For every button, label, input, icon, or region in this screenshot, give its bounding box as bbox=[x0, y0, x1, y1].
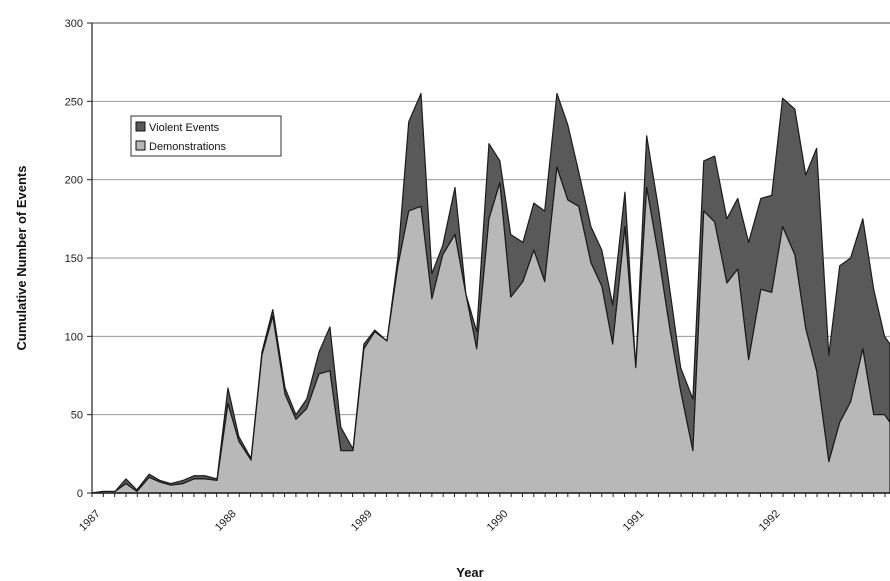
x-tick-label: 1988 bbox=[213, 508, 239, 534]
x-tick-label: 1990 bbox=[485, 508, 511, 534]
legend-label-demonstrations: Demonstrations bbox=[149, 141, 227, 153]
x-tick-labels: 1987 1988 1989 1990 1991 1992 bbox=[77, 508, 783, 534]
series-areas bbox=[91, 92, 890, 494]
legend-swatch-violent-events bbox=[135, 121, 146, 132]
y-tick-label: 300 bbox=[65, 18, 83, 30]
legend: Violent Events Demonstrations bbox=[130, 115, 282, 157]
legend-swatch-demonstrations bbox=[135, 140, 146, 151]
legend-label-violent-events: Violent Events bbox=[149, 122, 220, 134]
x-axis-title: Year bbox=[456, 565, 483, 580]
y-tick-label: 250 bbox=[65, 96, 83, 108]
y-tick-label: 0 bbox=[77, 488, 83, 500]
y-axis-title: Cumulative Number of Events bbox=[14, 166, 29, 351]
y-tick-label: 150 bbox=[65, 253, 83, 265]
x-tick-label: 1989 bbox=[349, 508, 375, 534]
x-tick-label: 1991 bbox=[621, 508, 647, 534]
x-tick-label: 1992 bbox=[757, 508, 783, 534]
y-tick-label: 50 bbox=[71, 410, 83, 422]
y-tick-label: 100 bbox=[65, 331, 83, 343]
x-tick-label: 1987 bbox=[77, 508, 103, 534]
area-demonstrations bbox=[91, 166, 890, 494]
axes bbox=[87, 22, 890, 497]
y-tick-labels: 0 50 100 150 200 250 300 bbox=[65, 18, 83, 500]
y-tick-label: 200 bbox=[65, 175, 83, 187]
legend-box bbox=[130, 115, 282, 157]
